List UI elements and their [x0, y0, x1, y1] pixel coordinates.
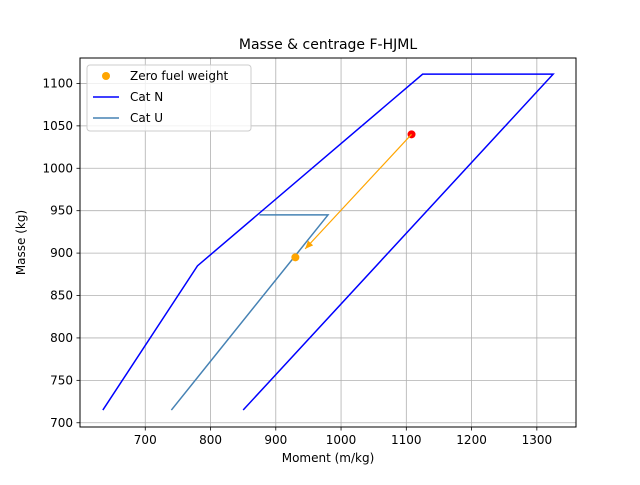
axes-frame — [79, 57, 577, 428]
legend-box — [86, 64, 252, 132]
x-tick-label: 1200 — [456, 433, 487, 447]
x-tick-label: 700 — [134, 433, 157, 447]
y-tick-label: 1000 — [42, 161, 73, 175]
y-tick-label: 1050 — [42, 119, 73, 133]
series-layer — [102, 73, 555, 411]
series-line — [102, 73, 555, 411]
y-tick-label: 1100 — [42, 76, 73, 90]
chart-title: Masse & centrage F-HJML — [239, 37, 417, 53]
legend: Zero fuel weight Cat N Cat U — [86, 64, 252, 132]
ticks: 700 800 900 1000 1100 1200 1300 700 750 800 850 900… — [42, 76, 552, 447]
y-tick-label: 900 — [50, 246, 73, 260]
cg-arrow-head — [305, 240, 314, 249]
x-tick-label: 1300 — [522, 433, 553, 447]
series-line — [170, 214, 330, 411]
x-tick-label: 900 — [264, 433, 287, 447]
scatter-point — [291, 253, 300, 262]
x-axis-label: Moment (m/kg) — [282, 451, 375, 465]
y-tick-label: 950 — [50, 204, 73, 218]
legend-label: Cat U — [130, 111, 163, 125]
grid — [80, 58, 576, 427]
cg-arrow-line — [304, 133, 412, 250]
legend-label: Cat N — [130, 90, 163, 104]
x-tick-label: 1100 — [391, 433, 422, 447]
x-tick-label: 1000 — [326, 433, 357, 447]
y-tick-label: 700 — [50, 416, 73, 430]
legend-label: Zero fuel weight — [130, 69, 229, 83]
y-tick-label: 800 — [50, 331, 73, 345]
y-tick-label: 850 — [50, 289, 73, 303]
y-tick-label: 750 — [50, 373, 73, 387]
legend-marker — [102, 72, 110, 80]
x-tick-label: 800 — [199, 433, 222, 447]
y-axis-label: Masse (kg) — [14, 210, 28, 275]
